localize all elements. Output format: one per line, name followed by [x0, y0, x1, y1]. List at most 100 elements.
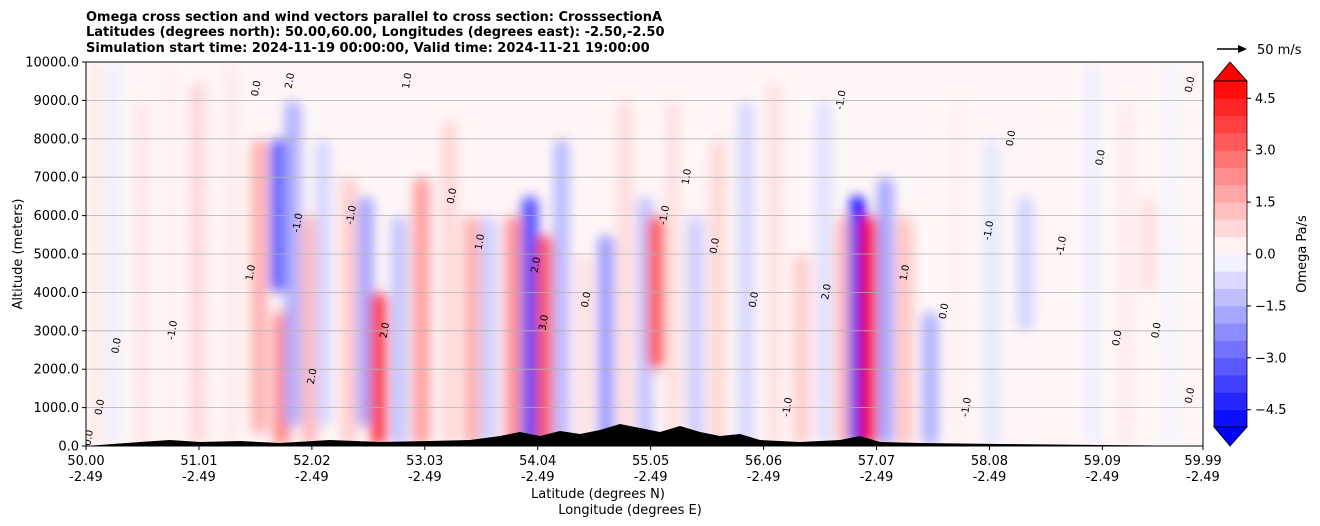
colorbar-segment-14	[1214, 167, 1247, 186]
omega-cell-6	[251, 138, 268, 435]
contour-label-11: 1.0	[401, 72, 415, 90]
x-tick-lon-label-5: -2.49	[634, 470, 668, 485]
terrain	[86, 424, 1203, 446]
omega-cell-9	[285, 100, 301, 427]
x-tick-lon-label-7: -2.49	[860, 470, 894, 485]
x-axis-label-longitude: Longitude (degrees E)	[558, 503, 702, 518]
omega-cell-44	[1017, 196, 1034, 331]
omega-cell-16	[413, 177, 430, 446]
contour-label-33: 0.0	[1184, 387, 1198, 405]
contour-label-1: 0.0	[110, 337, 124, 355]
colorbar-tick-label-0: 4.5	[1255, 92, 1276, 107]
omega-cell-22	[536, 234, 553, 446]
contour-label-16: 0.0	[580, 291, 594, 309]
contour-labels: 0.0 0.0 0.0 -1.0 1.0 0.0 2.0 -1.0 2.0 -1.0 2.0 1.0 0…	[82, 72, 1198, 447]
chart-title-line-2: Latitudes (degrees north): 50.00,60.00, …	[86, 25, 665, 40]
contour-label-21: -1.0	[781, 397, 795, 418]
contour-label-23: -1.0	[835, 89, 849, 110]
omega-cell-25	[598, 234, 614, 446]
y-tick-label-5: 5000.0	[34, 248, 80, 263]
colorbar-extend-high	[1213, 61, 1248, 82]
contour-label-0: 0.0	[82, 429, 96, 447]
x-tick-lat-label-7: 57.07	[858, 454, 895, 469]
colorbar-segment-13	[1214, 184, 1247, 203]
x-tick-lat-label-2: 52.02	[293, 454, 330, 469]
x-tick-lon-label-9: -2.49	[1086, 470, 1120, 485]
x-tick-lon-label-1: -2.49	[182, 470, 216, 485]
colorbar-segment-0	[1214, 409, 1247, 428]
colorbar-tick-label-4: −1.5	[1255, 299, 1287, 314]
x-axis-label-latitude: Latitude (degrees N)	[531, 487, 665, 502]
colorbar-tick-label-1: 3.0	[1255, 144, 1276, 159]
contour-label-19: 0.0	[708, 237, 722, 255]
contour-label-28: 0.0	[1005, 130, 1019, 148]
omega-cell-11	[315, 138, 331, 427]
x-tick-lat-label-3: 53.03	[406, 454, 443, 469]
x-tick-lat-label-10: 59.99	[1184, 454, 1221, 469]
omega-cell-4	[190, 81, 206, 446]
omega-cell-32	[737, 100, 754, 446]
omega-cell-39	[877, 177, 894, 446]
contour-label-12: 0.0	[446, 187, 460, 205]
colorbar-segment-7	[1214, 288, 1247, 307]
plot-area: 0.0 0.0 0.0 -1.0 1.0 0.0 2.0 -1.0 2.0 -1.0 2.0 1.0 0…	[82, 61, 1204, 447]
omega-field	[89, 62, 1201, 446]
colorbar-ticks: 4.5 3.0 1.5 0.0 −1.5 −3.0 −4.5	[1247, 92, 1287, 418]
x-tick-lon-label-4: -2.49	[521, 470, 555, 485]
contour-label-2: 0.0	[94, 398, 108, 416]
contour-label-24: 1.0	[899, 264, 913, 282]
contour-label-25: 0.0	[938, 302, 952, 320]
colorbar: 4.5 3.0 1.5 0.0 −1.5 −3.0 −4.5 Omega Pa/s	[1213, 61, 1310, 447]
omega-cell-24	[575, 254, 592, 446]
y-tick-label-7: 7000.0	[34, 171, 80, 186]
colorbar-segment-10	[1214, 236, 1247, 255]
colorbar-tick-label-3: 0.0	[1255, 248, 1276, 263]
colorbar-segment-17	[1214, 115, 1247, 134]
colorbar-segment-12	[1214, 202, 1247, 220]
colorbar-segment-19	[1214, 81, 1247, 99]
colorbar-segment-2	[1214, 375, 1247, 393]
contour-label-8: 2.0	[306, 368, 320, 386]
omega-cell-47	[1118, 100, 1134, 446]
omega-cell-12	[340, 177, 357, 446]
x-tick-lat-label-4: 54.04	[519, 454, 556, 469]
y-tick-label-2: 2000.0	[34, 363, 80, 378]
colorbar-segment-3	[1214, 357, 1247, 376]
omega-cell-21	[522, 196, 538, 446]
x-axis: 50.00-2.4951.01-2.4952.02-2.4953.03-2.49…	[67, 446, 1222, 485]
chart-title-line-3: Simulation start time: 2024-11-19 00:00:…	[86, 41, 650, 56]
y-tick-label-3: 3000.0	[34, 324, 80, 339]
colorbar-segment-6	[1214, 305, 1247, 324]
omega-cell-42	[950, 100, 966, 446]
colorbar-segment-1	[1214, 392, 1247, 411]
x-tick-lat-label-1: 51.01	[180, 454, 217, 469]
contour-label-31: 0.0	[1111, 329, 1125, 347]
contour-label-5: 0.0	[250, 80, 264, 98]
quiver-key: 50 m/s	[1217, 43, 1302, 58]
contour-label-30: 0.0	[1094, 149, 1108, 167]
x-tick-lon-label-0: -2.49	[69, 470, 103, 485]
contour-label-7: -1.0	[291, 212, 305, 233]
y-tick-label-1: 1000.0	[34, 401, 80, 416]
colorbar-segment-5	[1214, 323, 1247, 341]
x-tick-lat-label-9: 59.09	[1084, 454, 1121, 469]
colorbar-segment-8	[1214, 271, 1247, 289]
y-axis-label: Altitude (meters)	[11, 199, 26, 310]
y-tick-label-10: 10000.0	[25, 56, 79, 71]
contour-label-10: 2.0	[379, 322, 393, 340]
colorbar-segments	[1214, 81, 1247, 428]
omega-cell-45	[1050, 100, 1067, 446]
colorbar-tick-label-2: 1.5	[1255, 196, 1276, 211]
y-tick-label-0: 0.0	[58, 440, 79, 455]
omega-cell-17	[441, 119, 458, 446]
contour-label-34: 0.0	[1184, 76, 1198, 94]
colorbar-tick-label-5: −3.0	[1255, 351, 1287, 366]
colorbar-segment-16	[1214, 132, 1247, 151]
contour-label-18: 1.0	[681, 168, 695, 186]
contour-label-3: -1.0	[166, 320, 180, 341]
omega-cell-35	[816, 100, 832, 446]
omega-cell-41	[922, 311, 939, 446]
x-tick-lat-label-6: 56.06	[745, 454, 782, 469]
